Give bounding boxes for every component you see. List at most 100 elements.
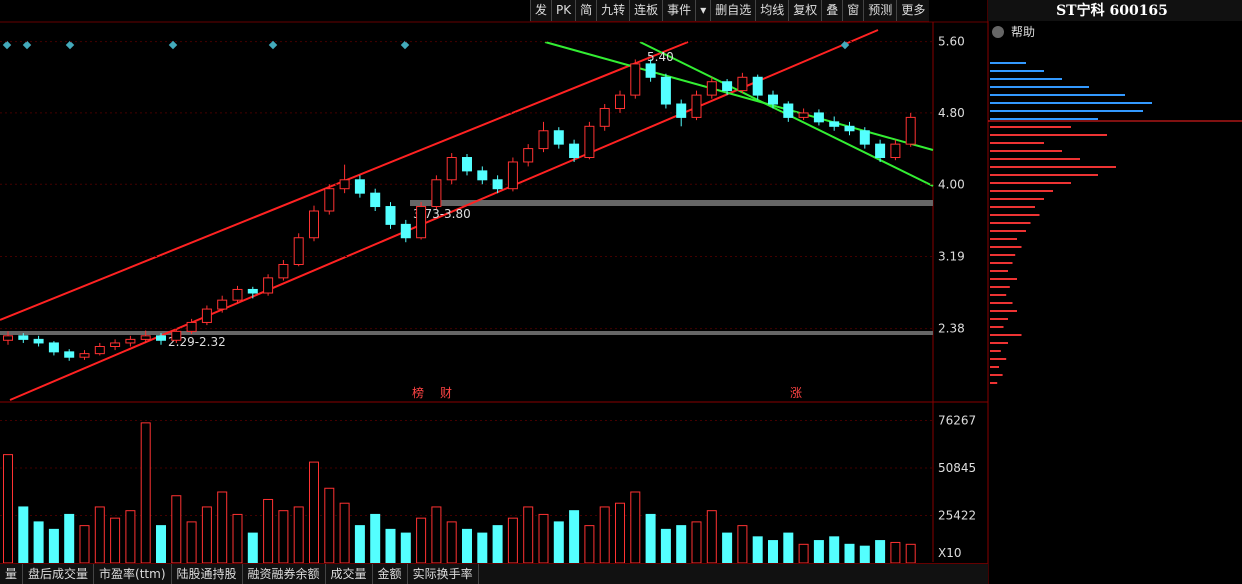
- candle-body: [890, 143, 901, 159]
- profile-bar: [990, 118, 1098, 120]
- volume-bar: [645, 513, 656, 564]
- y-tick-label: 25422: [938, 508, 976, 522]
- volume-bar: [599, 506, 610, 564]
- profile-bar: [990, 222, 1031, 224]
- volume-bar: [752, 536, 763, 564]
- profile-bar: [990, 142, 1044, 144]
- candle-body: [400, 223, 411, 239]
- tab[interactable]: 融资融券余额: [243, 564, 326, 584]
- profile-bar: [990, 182, 1071, 184]
- volume-bar: [400, 532, 411, 564]
- candle-body: [3, 335, 13, 341]
- volume-bar: [477, 532, 488, 564]
- profile-bar: [990, 350, 1001, 352]
- profile-bar: [990, 302, 1013, 304]
- annotation: 2.29-2.32: [168, 335, 226, 349]
- profile-bar: [990, 110, 1143, 112]
- candle-body: [33, 338, 44, 344]
- candle-body: [599, 107, 610, 127]
- tab[interactable]: 盘后成交量: [23, 564, 95, 584]
- candle-body: [645, 63, 656, 78]
- candle-body: [538, 130, 549, 150]
- candle-body: [737, 76, 748, 92]
- candle-body: [844, 125, 855, 132]
- toolbar-button[interactable]: 九转: [596, 0, 629, 21]
- toolbar-button[interactable]: 删自选: [710, 0, 755, 21]
- toolbar-button[interactable]: 简: [575, 0, 596, 21]
- channel: [9, 29, 879, 401]
- toolbar-button[interactable]: 叠: [821, 0, 842, 21]
- tab[interactable]: 实际换手率: [408, 564, 479, 584]
- candle-body: [201, 308, 212, 323]
- candle-body: [232, 288, 243, 301]
- candle-body: [339, 179, 350, 190]
- volume-bar: [523, 506, 534, 564]
- annotation: 榜: [412, 385, 424, 400]
- tab[interactable]: 量: [0, 564, 24, 584]
- profile-bar: [990, 254, 1016, 256]
- candle-body: [156, 335, 166, 341]
- candle-body: [706, 81, 717, 96]
- toolbar-button[interactable]: 更多: [896, 0, 929, 21]
- volume-bar: [798, 543, 809, 564]
- candle-body: [263, 277, 274, 294]
- profile-bar: [990, 382, 998, 384]
- toolbar-button[interactable]: 复权: [788, 0, 821, 21]
- tab[interactable]: 成交量: [326, 564, 373, 584]
- tab[interactable]: 金额: [373, 564, 408, 584]
- volume-bar: [18, 506, 29, 564]
- volume-bar: [171, 495, 182, 564]
- toolbar-button[interactable]: 发: [530, 0, 551, 21]
- help[interactable]: 帮助: [1011, 25, 1035, 39]
- volume-bar: [232, 513, 243, 564]
- volume-bar: [354, 525, 365, 564]
- volume-bar: [829, 536, 840, 564]
- tab[interactable]: 陆股通持股: [172, 564, 243, 584]
- toolbar-button[interactable]: 连板: [629, 0, 662, 21]
- tab[interactable]: 市盈率(ttm): [94, 564, 172, 584]
- help-icon[interactable]: [992, 26, 1004, 38]
- volume-bar: [507, 517, 518, 564]
- volume-bar: [875, 540, 886, 564]
- volume-bar: [676, 525, 687, 564]
- y-tick-label: 5.60: [938, 35, 965, 49]
- profile-bar: [990, 150, 1062, 152]
- y-tick-label: 2.38: [938, 322, 965, 336]
- volume-bar: [94, 506, 105, 564]
- profile-bar: [990, 334, 1022, 336]
- volume-bar: [370, 513, 381, 564]
- toolbar-button[interactable]: 窗: [842, 0, 863, 21]
- candle-body: [125, 338, 136, 344]
- candle-body: [354, 179, 365, 194]
- toolbar-button[interactable]: 预测: [863, 0, 896, 21]
- volume-bar: [186, 521, 197, 564]
- toolbar-button[interactable]: 均线: [755, 0, 788, 21]
- toolbar-button[interactable]: 事件: [662, 0, 695, 21]
- toolbar-button[interactable]: ▾: [695, 0, 710, 21]
- candle-body: [507, 161, 518, 190]
- volume-bar: [247, 532, 258, 564]
- stock-title: ST宁科 600165: [1056, 2, 1168, 19]
- profile-bar: [990, 158, 1080, 160]
- candle-body: [875, 143, 886, 159]
- candle-body: [293, 237, 304, 265]
- channel: [544, 41, 934, 151]
- volume-bar: [79, 525, 90, 564]
- annotation: 3.73-3.80: [413, 207, 471, 221]
- candle-body: [324, 188, 335, 212]
- volume-bar: [156, 525, 166, 564]
- profile-bar: [990, 294, 1007, 296]
- candle-body: [492, 179, 503, 190]
- profile-bar: [990, 78, 1062, 80]
- toolbar-button[interactable]: PK: [551, 0, 575, 21]
- volume-bar: [324, 487, 335, 564]
- candle-body: [370, 192, 381, 208]
- volume-bar: [569, 510, 580, 564]
- candle-body: [140, 335, 151, 340]
- band: [0, 331, 933, 335]
- bottom-tabs: 量盘后成交量 市盈率(ttm) 陆股通持股 融资融券余额 成交量 金额 实际换手率: [0, 563, 988, 584]
- volume-bar: [140, 422, 151, 564]
- profile-bar: [990, 134, 1107, 136]
- candle-body: [462, 157, 472, 172]
- profile-bar: [990, 310, 1017, 312]
